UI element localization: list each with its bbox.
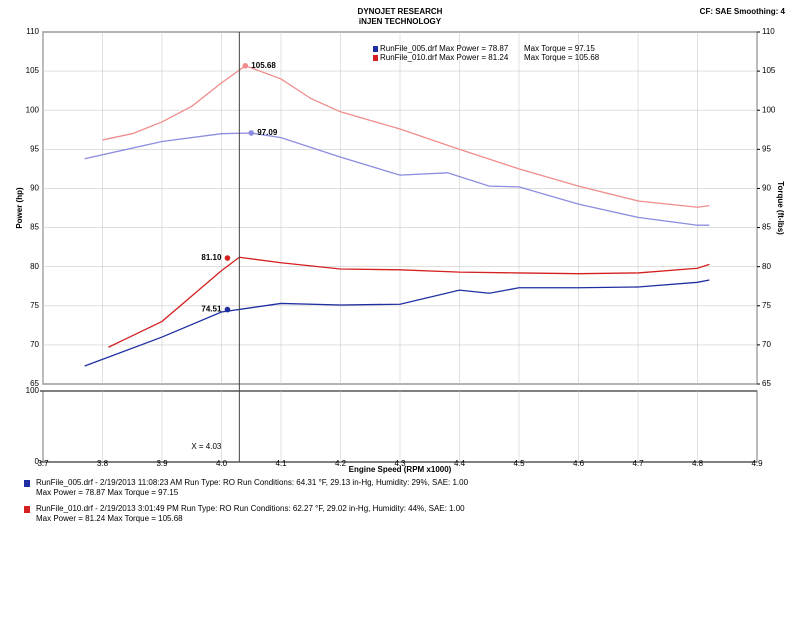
x-tick-label: 4.9 (751, 459, 763, 468)
y-tick-label: 80 (30, 262, 39, 271)
x-tick-label: 4.5 (513, 459, 525, 468)
peak-marker (248, 130, 255, 136)
y2-axis-label: Torque (ft-lbs) (776, 181, 785, 235)
lower-tick-label: 100 (26, 386, 40, 395)
y2-tick-label: 100 (762, 105, 776, 114)
run-max: Max Power = 81.24 Max Torque = 105.68 (36, 514, 183, 523)
y2-tick-label: 70 (762, 340, 771, 349)
peak-label: 74.51 (201, 305, 222, 314)
settings-note: CF: SAE Smoothing: 4 (700, 7, 786, 16)
legend-swatch (373, 55, 378, 61)
y-tick-label: 90 (30, 184, 39, 193)
y-tick-label: 95 (30, 144, 39, 153)
y-tick-label: 110 (26, 27, 39, 36)
x-tick-label: 4.8 (692, 459, 704, 468)
y-tick-label: 75 (30, 301, 39, 310)
x-axis-label: Engine Speed (RPM x1000) (349, 465, 452, 474)
run-swatch (24, 480, 30, 487)
y2-tick-label: 65 (762, 379, 771, 388)
y-tick-label: 85 (30, 223, 39, 232)
run-max: Max Power = 78.87 Max Torque = 97.15 (36, 488, 179, 497)
lower-tick-label: 0 (35, 457, 40, 466)
y2-tick-label: 95 (762, 144, 771, 153)
x-tick-label: 4.7 (632, 459, 644, 468)
y2-tick-label: 110 (762, 27, 775, 36)
peak-marker (224, 255, 231, 261)
y-axis-label: Power (hp) (15, 187, 24, 229)
x-tick-label: 4.1 (275, 459, 287, 468)
series-line (84, 132, 710, 226)
x-tick-label: 4.6 (573, 459, 585, 468)
legend-torque: Max Torque = 105.68 (524, 53, 600, 62)
y2-tick-label: 85 (762, 223, 771, 232)
peak-label: 81.10 (201, 253, 222, 262)
peak-marker (242, 62, 249, 69)
y-tick-label: 70 (30, 340, 39, 349)
x-tick-label: 4.2 (335, 459, 347, 468)
legend-swatch (373, 46, 378, 52)
y2-tick-label: 105 (762, 66, 776, 75)
x-tick-label: 3.7 (37, 459, 49, 468)
legend-torque: Max Torque = 97.15 (524, 44, 595, 53)
chart-subtitle: iNJEN TECHNOLOGY (359, 17, 442, 26)
peak-label: 105.68 (251, 61, 276, 70)
y2-tick-label: 90 (762, 184, 771, 193)
series-line (108, 256, 710, 348)
run-info: RunFile_010.drf - 2/19/2013 3:01:49 PM R… (36, 504, 465, 513)
x-tick-label: 3.9 (156, 459, 168, 468)
y-tick-label: 65 (30, 379, 39, 388)
x-tick-label: 4.4 (454, 459, 466, 468)
peak-marker (224, 306, 231, 313)
x-tick-label: 4.3 (394, 459, 406, 468)
x-tick-label: 4.0 (216, 459, 228, 468)
x-tick-label: 3.8 (97, 459, 109, 468)
y-tick-label: 100 (26, 105, 40, 114)
series-line (102, 65, 710, 208)
legend-label: RunFile_010.drf Max Power = 81.24 (380, 53, 509, 62)
run-swatch (24, 506, 30, 513)
y-tick-label: 105 (26, 66, 40, 75)
series-line (84, 279, 710, 367)
y2-tick-label: 75 (762, 301, 771, 310)
legend-label: RunFile_005.drf Max Power = 78.87 (380, 44, 509, 53)
run-info: RunFile_005.drf - 2/19/2013 11:08:23 AM … (36, 478, 469, 487)
y2-tick-label: 80 (762, 262, 771, 271)
peak-label: 97.09 (257, 128, 278, 137)
chart-title: DYNOJET RESEARCH (358, 7, 443, 16)
cursor-label: X = 4.03 (191, 442, 222, 451)
